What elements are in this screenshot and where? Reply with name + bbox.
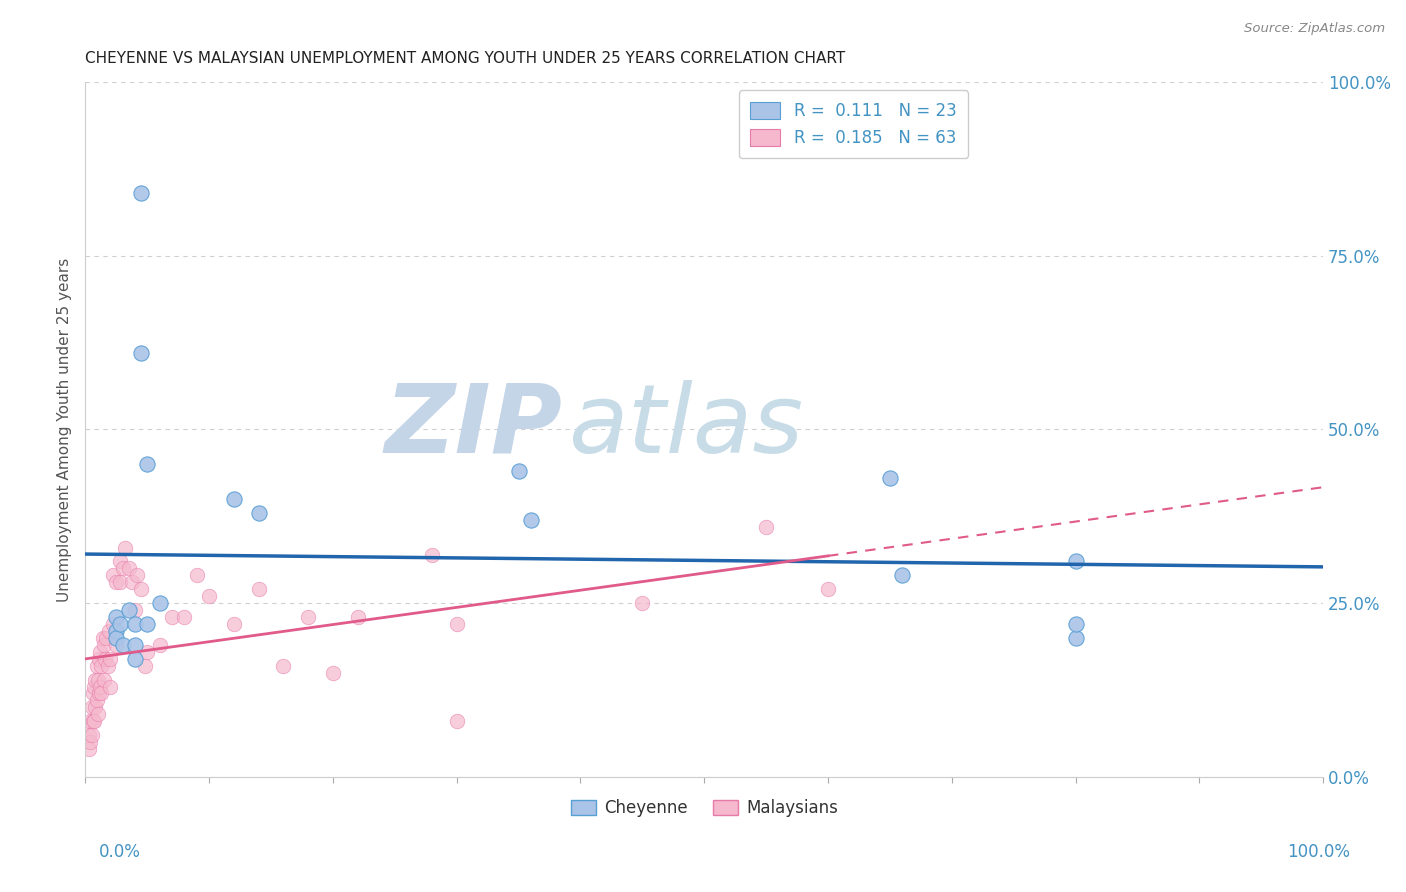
Point	[446, 617, 468, 632]
Point	[105, 638, 128, 652]
Point	[98, 652, 121, 666]
Point	[134, 658, 156, 673]
Point	[101, 568, 124, 582]
Point	[136, 645, 159, 659]
Point	[136, 457, 159, 471]
Point	[198, 589, 221, 603]
Point	[114, 541, 136, 555]
Point	[82, 686, 104, 700]
Point	[631, 596, 654, 610]
Point	[108, 575, 131, 590]
Point	[124, 603, 146, 617]
Point	[520, 513, 543, 527]
Point	[346, 610, 368, 624]
Point	[80, 700, 103, 714]
Point	[105, 610, 128, 624]
Point	[446, 714, 468, 729]
Point	[87, 707, 110, 722]
Point	[101, 617, 124, 632]
Point	[87, 673, 110, 687]
Point	[83, 714, 105, 729]
Point	[84, 673, 107, 687]
Point	[82, 714, 104, 729]
Point	[1064, 554, 1087, 568]
Point	[90, 658, 112, 673]
Text: ZIP: ZIP	[384, 379, 562, 473]
Point	[149, 638, 172, 652]
Point	[118, 561, 141, 575]
Text: atlas: atlas	[568, 379, 803, 473]
Point	[98, 680, 121, 694]
Point	[105, 631, 128, 645]
Point	[817, 582, 839, 597]
Point	[755, 520, 778, 534]
Point	[97, 658, 120, 673]
Legend: Cheyenne, Malaysians: Cheyenne, Malaysians	[564, 793, 845, 824]
Point	[93, 638, 115, 652]
Point	[111, 638, 134, 652]
Point	[129, 186, 152, 201]
Point	[87, 652, 110, 666]
Point	[105, 575, 128, 590]
Point	[222, 617, 245, 632]
Point	[97, 624, 120, 638]
Point	[91, 631, 114, 645]
Point	[121, 575, 143, 590]
Point	[93, 673, 115, 687]
Point	[84, 700, 107, 714]
Point	[90, 686, 112, 700]
Point	[79, 735, 101, 749]
Point	[136, 617, 159, 632]
Point	[89, 645, 111, 659]
Point	[273, 658, 295, 673]
Point	[124, 617, 146, 632]
Point	[247, 506, 270, 520]
Point	[89, 680, 111, 694]
Point	[222, 491, 245, 506]
Text: CHEYENNE VS MALAYSIAN UNEMPLOYMENT AMONG YOUTH UNDER 25 YEARS CORRELATION CHART: CHEYENNE VS MALAYSIAN UNEMPLOYMENT AMONG…	[86, 51, 845, 66]
Point	[96, 631, 118, 645]
Point	[322, 665, 344, 680]
Point	[108, 554, 131, 568]
Point	[108, 617, 131, 632]
Point	[79, 714, 101, 729]
Point	[86, 658, 108, 673]
Point	[111, 561, 134, 575]
Point	[80, 728, 103, 742]
Point	[87, 686, 110, 700]
Point	[124, 652, 146, 666]
Point	[77, 742, 100, 756]
Point	[77, 728, 100, 742]
Point	[508, 464, 530, 478]
Point	[149, 596, 172, 610]
Point	[129, 346, 152, 360]
Point	[118, 603, 141, 617]
Point	[186, 568, 208, 582]
Point	[94, 652, 117, 666]
Point	[247, 582, 270, 597]
Text: 0.0%: 0.0%	[98, 843, 141, 861]
Point	[1064, 617, 1087, 632]
Point	[105, 624, 128, 638]
Point	[124, 638, 146, 652]
Point	[420, 548, 443, 562]
Point	[879, 471, 901, 485]
Point	[86, 693, 108, 707]
Point	[129, 582, 152, 597]
Point	[1064, 631, 1087, 645]
Point	[160, 610, 183, 624]
Point	[297, 610, 319, 624]
Point	[173, 610, 195, 624]
Point	[127, 568, 149, 582]
Point	[891, 568, 914, 582]
Text: 100.0%: 100.0%	[1286, 843, 1350, 861]
Text: Source: ZipAtlas.com: Source: ZipAtlas.com	[1244, 22, 1385, 36]
Y-axis label: Unemployment Among Youth under 25 years: Unemployment Among Youth under 25 years	[58, 258, 72, 601]
Point	[83, 680, 105, 694]
